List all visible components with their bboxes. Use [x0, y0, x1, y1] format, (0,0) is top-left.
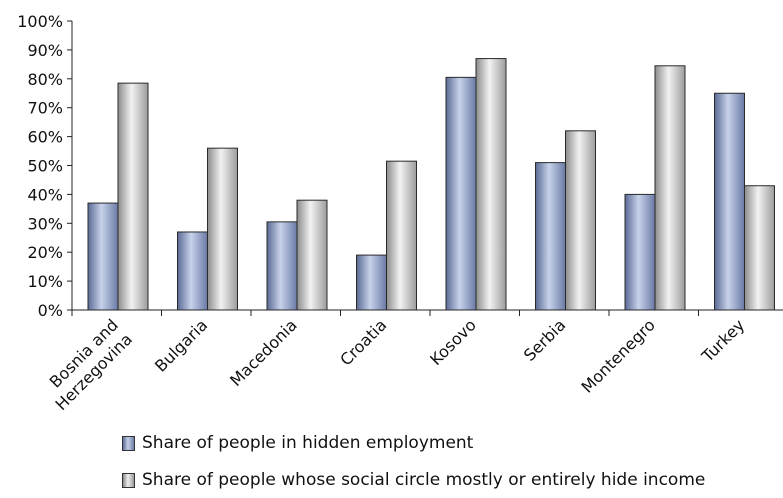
x-tick-label: Montenegro	[578, 315, 659, 396]
x-tick-label-line: Bulgaria	[151, 315, 211, 375]
bar-social-circle	[565, 130, 596, 311]
bar-social-circle	[475, 58, 507, 311]
y-tick-label: 40%	[27, 185, 63, 204]
x-tick-label: Turkey	[697, 315, 748, 366]
y-tick-label: 30%	[27, 214, 63, 233]
x-tick-label-line: Croatia	[336, 315, 390, 369]
bars	[87, 58, 775, 311]
y-tick-label: 0%	[38, 301, 63, 320]
y-tick-label: 70%	[27, 99, 63, 118]
bar-social-circle	[296, 199, 328, 311]
y-tick-label: 10%	[27, 272, 63, 291]
x-tick-label: Bosnia andHerzegovina	[37, 315, 136, 414]
x-tick-label-line: Kosovo	[426, 315, 480, 369]
bar-hidden-employment	[714, 92, 745, 311]
bar-social-circle	[117, 82, 149, 311]
x-tick-label: Croatia	[336, 315, 390, 369]
bar-hidden-employment	[445, 76, 477, 311]
bar-social-circle	[386, 160, 417, 311]
legend-item-social-circle: Share of people whose social circle most…	[122, 470, 705, 490]
legend-item-hidden-employment: Share of people in hidden employment	[122, 433, 473, 453]
x-tick-label: Macedonia	[226, 315, 301, 390]
y-tick-label: 50%	[27, 157, 63, 176]
x-tick-label-line: Montenegro	[578, 315, 659, 396]
x-tick-label: Serbia	[520, 315, 569, 364]
x-tick-label: Kosovo	[426, 315, 480, 369]
bar-hidden-employment	[177, 231, 208, 311]
bar-social-circle	[207, 147, 238, 311]
bar-social-circle	[744, 185, 775, 311]
bar-hidden-employment	[87, 202, 119, 311]
x-tick-label-line: Serbia	[520, 315, 569, 364]
x-tick-label-line: Turkey	[697, 315, 748, 366]
y-tick-label: 90%	[27, 41, 63, 60]
x-tick-label-line: Macedonia	[226, 315, 301, 390]
bar-hidden-employment	[356, 254, 387, 311]
bar-hidden-employment	[535, 162, 566, 311]
y-tick-label: 20%	[27, 243, 63, 262]
legend-swatch-blue	[122, 435, 135, 451]
bar-social-circle	[654, 65, 686, 311]
legend-swatch-gray	[122, 472, 135, 488]
y-tick-label: 80%	[27, 70, 63, 89]
bar-chart: 0% 10% 20% 30% 40% 50% 60% 70% 80% 90% 100% Bosnia …	[17, 12, 783, 414]
legend-label-social-circle: Share of people whose social circle most…	[142, 470, 706, 490]
x-tick-label: Bulgaria	[151, 315, 211, 375]
bar-hidden-employment	[266, 221, 298, 311]
bar-hidden-employment	[624, 193, 656, 311]
y-tick-label: 100%	[17, 12, 63, 31]
legend-label-hidden-employment: Share of people in hidden employment	[142, 433, 474, 453]
y-tick-label: 60%	[27, 128, 63, 147]
